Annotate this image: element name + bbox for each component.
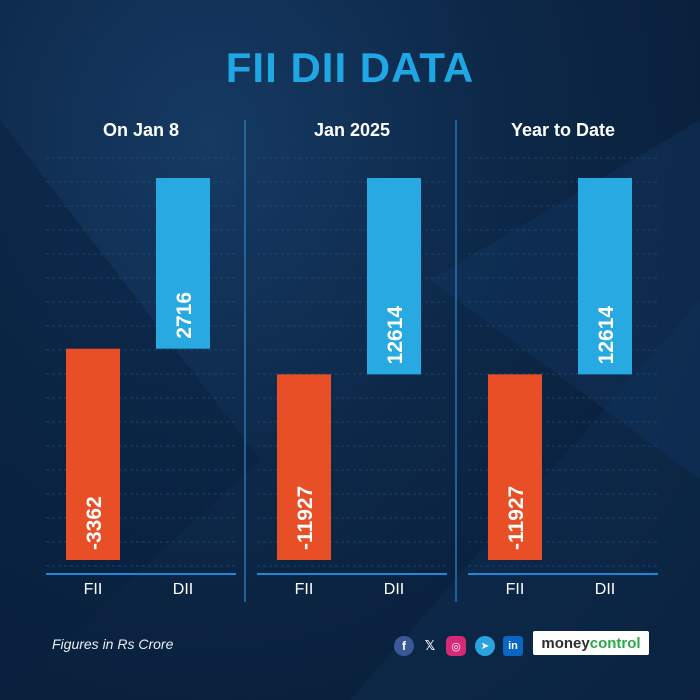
instagram-icon[interactable]: ◎ [446,636,466,656]
bar-value-label: -3362 [83,496,106,550]
bar-dii [156,178,210,349]
chart-3: -11927 FII 12614 DII [468,157,658,598]
telegram-icon[interactable]: ➤ [475,636,495,656]
brand-part-1: money [541,634,590,652]
category-label: DII [173,581,193,598]
panel-divider-1 [244,120,246,602]
chart-panel-1: On Jan 8 -3362 FII 2716 DII [36,110,246,610]
page-title: FII DII DATA [225,44,475,91]
category-label: FII [84,581,103,598]
chart-2: -11927 FII 12614 DII [257,157,447,598]
bar-fii [277,374,331,560]
moneycontrol-logo[interactable]: money control [533,631,649,655]
category-label: FII [295,581,314,598]
bar-value-label: 2716 [173,292,196,339]
footnote: Figures in Rs Crore [52,636,174,652]
brand-part-2: control [589,634,641,652]
linkedin-icon[interactable]: in [503,636,523,656]
bar-dii [578,178,632,375]
bar-fii [488,374,542,560]
chart-panel-3: Year to Date -11927 FII 12614 DII [458,110,668,610]
category-label: DII [595,581,615,598]
category-label: FII [506,581,525,598]
bar-dii [367,178,421,375]
panel-divider-2 [455,120,457,602]
panel-title-3: Year to Date [510,120,616,140]
chart-panel-2: Jan 2025 -11927 FII 12614 DII [247,110,457,610]
bar-value-label: -11927 [505,486,528,550]
x-icon[interactable]: 𝕏 [424,638,436,653]
bar-fii [66,348,120,560]
panel-title-2: Jan 2025 [313,120,391,140]
chart-1: -3362 FII 2716 DII [46,157,236,598]
facebook-icon[interactable]: f [394,636,414,656]
bar-value-label: -11927 [294,486,317,550]
panel-title-1: On Jan 8 [102,120,180,140]
bar-value-label: 12614 [595,306,618,365]
category-label: DII [384,581,404,598]
bar-value-label: 12614 [384,306,407,365]
